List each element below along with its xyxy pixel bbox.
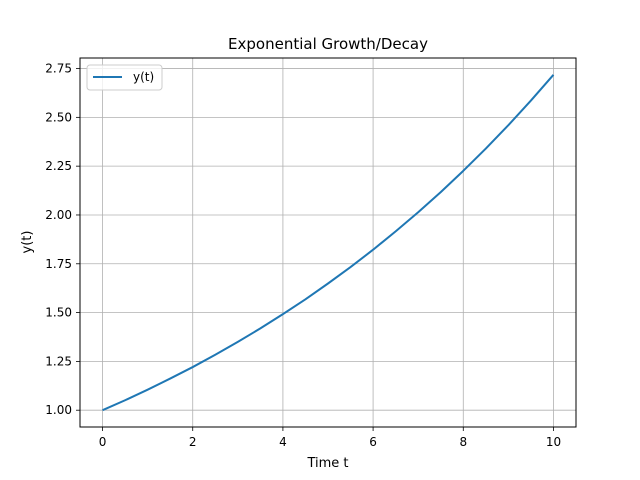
y-tick-label: 2.75 [45,62,72,76]
x-tick-label: 10 [546,435,561,449]
y-tick-label: 2.25 [45,159,72,173]
plot-frame [79,57,577,428]
x-tick-label: 4 [279,435,287,449]
y-tick-label: 2.00 [45,208,72,222]
x-tick-label: 2 [189,435,197,449]
y-tick-label: 1.50 [45,306,72,320]
y-axis-label: y(t) [20,231,35,254]
x-tick-label: 8 [459,435,467,449]
legend-label: y(t) [133,70,154,84]
grid [80,58,576,427]
chart-title: Exponential Growth/Decay [228,35,428,53]
legend-frame [86,64,163,91]
x-tick-label: 6 [369,435,377,449]
y-tick-label: 1.00 [45,403,72,417]
series-line [102,74,555,412]
series-layer [102,74,555,412]
y-tick-label: 1.25 [45,354,72,368]
legend: y(t) [86,64,163,91]
y-tick-label: 2.50 [45,110,72,124]
x-axis-label: Time t [306,456,348,471]
y-tick-label: 1.75 [45,257,72,271]
ticks: 0 2 4 6 8 10 1.00 1.25 1.50 1.75 2.00 2.25 2.50 2.75 [45,62,561,449]
x-tick-label: 0 [99,435,107,449]
